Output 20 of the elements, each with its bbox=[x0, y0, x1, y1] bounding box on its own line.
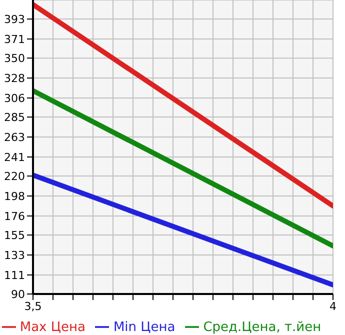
y-tick-label: 263 bbox=[4, 130, 25, 144]
y-tick-label: 220 bbox=[4, 170, 25, 183]
x-tick-label: 3,5 bbox=[24, 300, 42, 313]
y-tick-label: 350 bbox=[4, 52, 25, 65]
y-tick-label: 328 bbox=[4, 72, 25, 85]
y-tick-label: 133 bbox=[4, 248, 25, 262]
legend-label: Сред.Цена, т.йен bbox=[203, 320, 322, 335]
y-tick-label: 155 bbox=[4, 228, 25, 242]
legend-label: Max Цена bbox=[20, 320, 86, 335]
x-tick-label: 4 bbox=[330, 300, 336, 313]
y-tick-label: 371 bbox=[4, 32, 25, 46]
y-tick-label: 111 bbox=[4, 268, 25, 282]
y-tick-label: 198 bbox=[4, 190, 25, 203]
legend-label: Min Цена bbox=[113, 320, 176, 335]
y-tick-label: 285 bbox=[4, 110, 25, 124]
y-tick-label: 176 bbox=[4, 210, 25, 223]
y-tick-label: 306 bbox=[4, 92, 25, 105]
y-tick-label: 90 bbox=[11, 288, 25, 301]
y-tick-label: 393 bbox=[4, 12, 25, 26]
y-tick-label: 241 bbox=[4, 150, 25, 164]
